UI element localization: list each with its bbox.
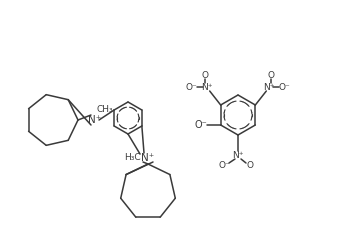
Text: N⁺: N⁺ — [264, 83, 275, 91]
Text: O: O — [268, 70, 275, 80]
Text: N⁺: N⁺ — [88, 115, 102, 125]
Text: N⁺: N⁺ — [142, 153, 155, 163]
Text: H₃C: H₃C — [124, 154, 140, 162]
Text: O⁻: O⁻ — [218, 161, 230, 169]
Text: O⁻: O⁻ — [278, 83, 290, 91]
Text: CH₃: CH₃ — [97, 106, 113, 114]
Text: O: O — [246, 161, 253, 169]
Text: N⁺: N⁺ — [201, 83, 212, 91]
Text: O⁻: O⁻ — [186, 83, 197, 91]
Text: O: O — [201, 70, 208, 80]
Text: N⁺: N⁺ — [232, 150, 244, 160]
Text: O⁻: O⁻ — [194, 120, 207, 130]
